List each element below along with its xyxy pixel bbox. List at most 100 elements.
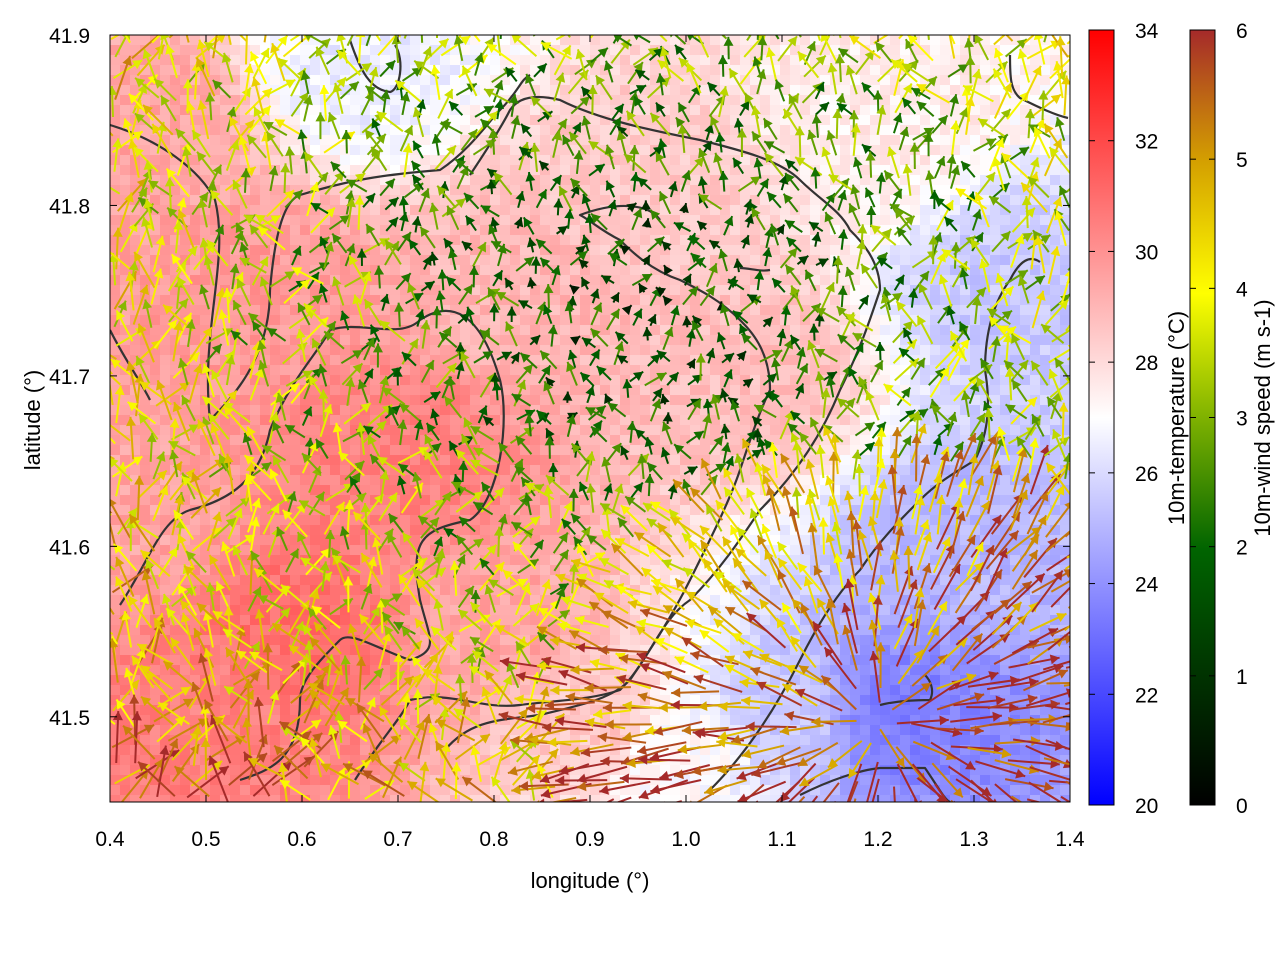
heatmap-cell <box>240 315 251 326</box>
heatmap-cell <box>730 635 741 646</box>
heatmap-cell <box>190 545 201 556</box>
heatmap-cell <box>500 75 511 86</box>
heatmap-cell <box>630 295 641 306</box>
heatmap-cell <box>260 45 271 56</box>
heatmap-cell <box>140 415 151 426</box>
heatmap-cell <box>720 695 731 706</box>
heatmap-cell <box>140 145 151 156</box>
heatmap-cell <box>340 405 351 416</box>
heatmap-cell <box>590 415 601 426</box>
heatmap-cell <box>320 715 331 726</box>
heatmap-cell <box>170 155 181 166</box>
heatmap-cell <box>430 185 441 196</box>
heatmap-cell <box>290 35 301 46</box>
heatmap-cell <box>530 665 541 676</box>
heatmap-cell <box>240 375 251 386</box>
heatmap-cell <box>640 315 651 326</box>
heatmap-cell <box>180 515 191 526</box>
heatmap-cell <box>730 325 741 336</box>
heatmap-cell <box>540 455 551 466</box>
heatmap-cell <box>640 385 651 396</box>
heatmap-cell <box>750 395 761 406</box>
heatmap-cell <box>390 115 401 126</box>
heatmap-cell <box>560 755 571 766</box>
heatmap-cell <box>740 555 751 566</box>
heatmap-cell <box>610 715 621 726</box>
heatmap-cell <box>230 235 241 246</box>
heatmap-cell <box>740 275 751 286</box>
heatmap-cell <box>710 195 721 206</box>
heatmap-cell <box>240 345 251 356</box>
heatmap-cell <box>110 445 121 456</box>
heatmap-cell <box>310 35 321 46</box>
heatmap-cell <box>470 515 481 526</box>
heatmap-cell <box>500 125 511 136</box>
heatmap-cell <box>230 205 241 216</box>
heatmap-cell <box>250 145 261 156</box>
heatmap-cell <box>200 595 211 606</box>
heatmap-cell <box>400 515 411 526</box>
heatmap-cell <box>210 415 221 426</box>
heatmap-cell <box>350 735 361 746</box>
heatmap-cell <box>160 475 171 486</box>
heatmap-cell <box>690 195 701 206</box>
heatmap-cell <box>630 125 641 136</box>
heatmap-cell <box>340 135 351 146</box>
heatmap-cell <box>230 245 241 256</box>
heatmap-cell <box>200 85 211 96</box>
heatmap-cell <box>400 365 411 376</box>
heatmap-cell <box>630 495 641 506</box>
heatmap-cell <box>420 115 431 126</box>
heatmap-cell <box>540 575 551 586</box>
heatmap-cell <box>480 375 491 386</box>
heatmap-cell <box>730 335 741 346</box>
heatmap-cell <box>550 235 561 246</box>
heatmap-cell <box>160 315 171 326</box>
heatmap-cell <box>530 795 541 802</box>
heatmap-cell <box>140 435 151 446</box>
heatmap-cell <box>130 65 141 76</box>
heatmap-cell <box>160 135 171 146</box>
heatmap-cell <box>640 575 651 586</box>
heatmap-cell <box>190 575 201 586</box>
heatmap-cell <box>510 135 521 146</box>
heatmap-cell <box>140 365 151 376</box>
heatmap-cell <box>620 565 631 576</box>
heatmap-cell <box>610 55 621 66</box>
heatmap-cell <box>630 185 641 196</box>
heatmap-cell <box>120 555 131 566</box>
heatmap-cell <box>700 585 711 596</box>
heatmap-cell <box>120 95 131 106</box>
heatmap-cell <box>470 795 481 802</box>
heatmap-cell <box>370 175 381 186</box>
heatmap-cell <box>180 195 191 206</box>
heatmap-cell <box>610 205 621 216</box>
heatmap-cell <box>290 465 301 476</box>
heatmap-cell <box>430 245 441 256</box>
heatmap-cell <box>140 685 151 696</box>
heatmap-cell <box>330 55 341 66</box>
heatmap-cell <box>180 115 191 126</box>
heatmap-cell <box>560 55 571 66</box>
heatmap-cell <box>740 425 751 436</box>
heatmap-cell <box>420 135 431 146</box>
heatmap-cell <box>740 35 751 46</box>
heatmap-cell <box>480 715 491 726</box>
heatmap-cell <box>160 335 171 346</box>
heatmap-cell <box>280 375 291 386</box>
heatmap-cell <box>670 295 681 306</box>
heatmap-cell <box>510 385 521 396</box>
heatmap-cell <box>470 285 481 296</box>
heatmap-cell <box>240 675 251 686</box>
heatmap-cell <box>710 275 721 286</box>
heatmap-cell <box>530 165 541 176</box>
heatmap-cell <box>430 355 441 366</box>
heatmap-cell <box>580 65 591 76</box>
heatmap-cell <box>700 775 711 786</box>
heatmap-cell <box>200 405 211 416</box>
heatmap-cell <box>720 625 731 636</box>
heatmap-cell <box>200 725 211 736</box>
heatmap-cell <box>430 315 441 326</box>
heatmap-cell <box>700 215 711 226</box>
heatmap-cell <box>620 225 631 236</box>
